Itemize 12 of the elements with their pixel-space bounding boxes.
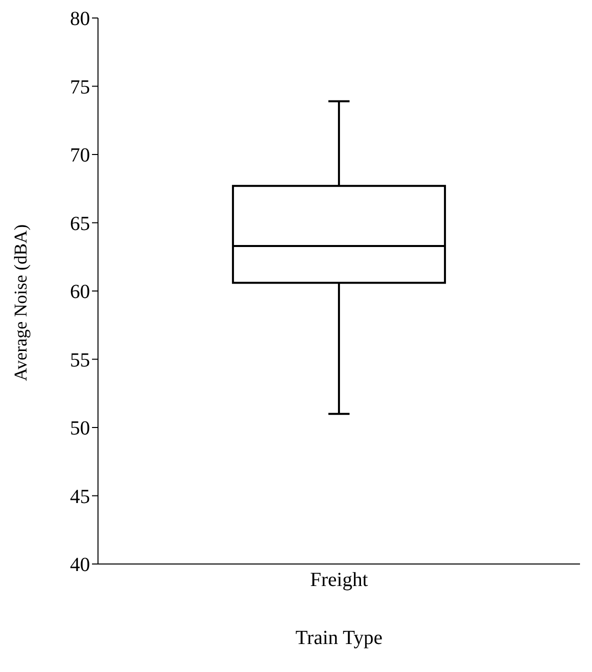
y-tick-label: 70 <box>70 144 90 167</box>
y-tick-label: 40 <box>70 554 90 576</box>
y-tick-label: 80 <box>70 8 90 30</box>
y-tick-label: 55 <box>70 349 90 372</box>
y-tick-label: 75 <box>70 76 90 98</box>
x-axis-title: Train Type <box>296 627 383 649</box>
x-tick-label: Freight <box>310 569 368 592</box>
y-tick-label: 50 <box>70 418 90 440</box>
y-axis-title: Average Noise (dBA) <box>10 224 30 381</box>
y-tick-label: 45 <box>70 486 90 508</box>
y-tick-label: 65 <box>70 212 90 235</box>
y-tick-label: 60 <box>70 281 90 304</box>
